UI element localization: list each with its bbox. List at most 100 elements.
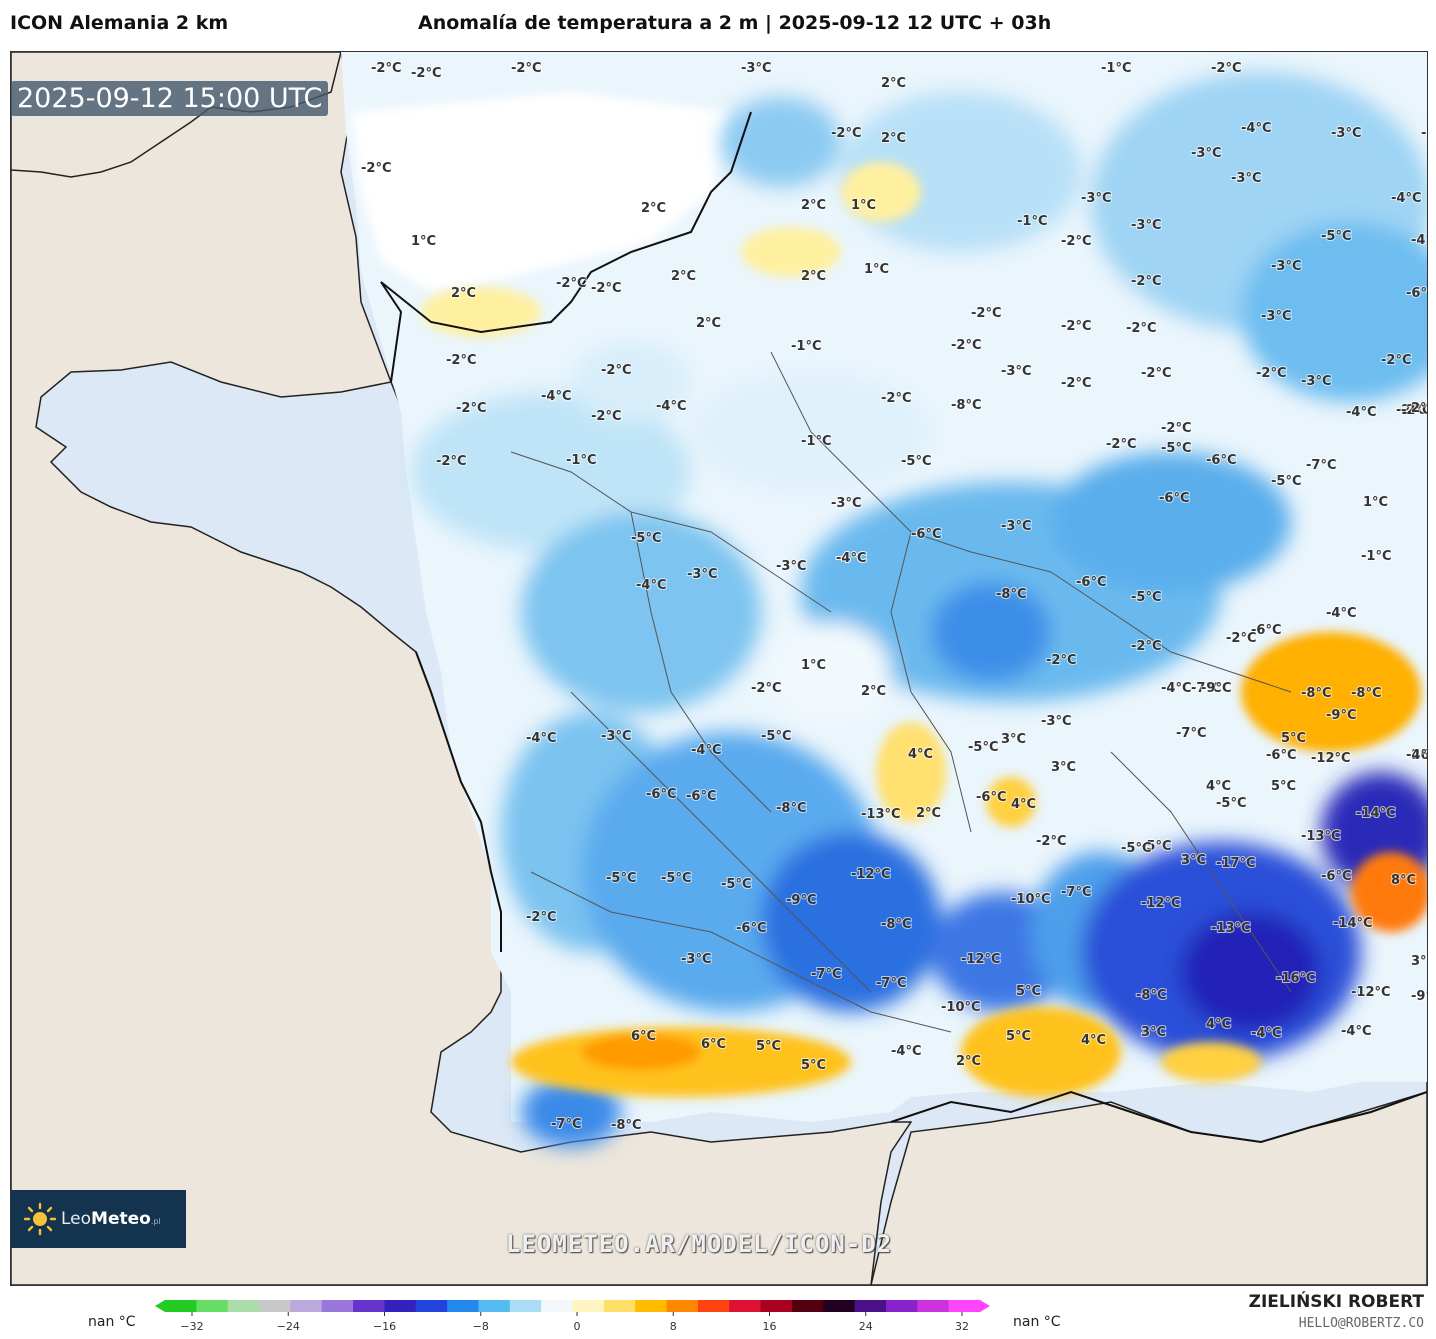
temperature-label: -5°C: [968, 740, 998, 755]
temperature-label: -12°C: [1351, 985, 1391, 1000]
legend-swatch: [290, 1300, 323, 1312]
temperature-label: -2°C: [831, 126, 861, 141]
legend-tick-label: 16: [763, 1320, 777, 1333]
temperature-label: -2°C: [1396, 403, 1426, 418]
temperature-label: -3°C: [1301, 374, 1331, 389]
temperature-label: -2°C: [601, 363, 631, 378]
temperature-label: -9°C: [1326, 708, 1356, 723]
temperature-label: -9°C: [786, 893, 816, 908]
temperature-label: 1°C: [864, 262, 889, 277]
legend-swatch: [666, 1300, 699, 1312]
temperature-label: -13°C: [1301, 829, 1341, 844]
temperature-label: -2°C: [526, 910, 556, 925]
temperature-label: 3°C: [1181, 853, 1206, 868]
temperature-label: -3°C: [776, 559, 806, 574]
temperature-label: -7°C: [551, 1117, 581, 1132]
temperature-label: -6°C: [736, 921, 766, 936]
temperature-label: 3°C: [1411, 954, 1427, 969]
temperature-label: -12°C: [1311, 751, 1351, 766]
temperature-label: -12°C: [1141, 896, 1181, 911]
temperature-label: 5°C: [1006, 1029, 1031, 1044]
legend-ticks: −32 −24 −16 −8 0 8 16 24 32: [180, 1312, 969, 1333]
temperature-label: -5°C: [901, 454, 931, 469]
temperature-label: -6°C: [1206, 453, 1236, 468]
temperature-label: -5°C: [761, 729, 791, 744]
temperature-label: -4°C: [1391, 191, 1421, 206]
temperature-label: -3°C: [1271, 259, 1301, 274]
temperature-label: 2°C: [801, 269, 826, 284]
temperature-label: -2°C: [591, 281, 621, 296]
temperature-label: -3°C: [1231, 171, 1261, 186]
temperature-label: -5°C: [1131, 590, 1161, 605]
temperature-label: -9°C: [1201, 681, 1231, 696]
legend-swatch: [823, 1300, 856, 1312]
temperature-label: -4°C: [836, 551, 866, 566]
temperature-label: -2°C: [751, 681, 781, 696]
temperature-label: -2°C: [411, 66, 441, 81]
legend-swatch: [541, 1300, 573, 1312]
temperature-label: -8°C: [881, 917, 911, 932]
temperature-label: -2°C: [361, 161, 391, 176]
temperature-label: -2°C: [1061, 319, 1091, 334]
temperature-label: -13°C: [861, 807, 901, 822]
temperature-label: 2°C: [861, 684, 886, 699]
temperature-label: -5°C: [1121, 841, 1151, 856]
temperature-label: 4°C: [1206, 1017, 1231, 1032]
legend-swatch: [885, 1300, 918, 1312]
temperature-label: -8°C: [1351, 686, 1381, 701]
legend-swatch: [854, 1300, 887, 1312]
temperature-label: -5°C: [721, 877, 751, 892]
temperature-label: -2°C: [1161, 421, 1191, 436]
temperature-label: -2°C: [511, 61, 541, 76]
temperature-label: -3°C: [1261, 309, 1291, 324]
temperature-label: -5°C: [1271, 474, 1301, 489]
temperature-label: 2°C: [916, 806, 941, 821]
temperature-label: -2°C: [951, 338, 981, 353]
temperature-label: -4°C: [691, 743, 721, 758]
temperature-label: -7°C: [1306, 458, 1336, 473]
temperature-label: 5°C: [1016, 984, 1041, 999]
temperature-label: -3°C: [687, 567, 717, 582]
model-title: ICON Alemania 2 km: [10, 12, 229, 34]
temperature-label: -3°C: [1041, 714, 1071, 729]
temperature-label: -2°C: [1036, 834, 1066, 849]
temperature-label: -5°C: [1161, 441, 1191, 456]
legend-swatch: [635, 1300, 668, 1312]
temperature-label: -3°C: [1001, 364, 1031, 379]
map-panel[interactable]: -2°C -2°C -2°C -3°C -1°C -2°C 2°C -2°C -4°C -3°C -…: [10, 51, 1428, 1286]
admin-boundaries: [510, 351, 1292, 1033]
color-legend: −32 −24 −16 −8 0 8 16 24 32: [155, 1300, 990, 1333]
temperature-label: -4°C: [1406, 748, 1427, 763]
temperature-label: -1°C: [791, 339, 821, 354]
temperature-label: -1°C: [801, 434, 831, 449]
temperature-label: -7°C: [1061, 885, 1091, 900]
temperature-label: -1°C: [1361, 549, 1391, 564]
temperature-label: -1°C: [1017, 214, 1047, 229]
temperature-label: -10°C: [941, 1000, 981, 1015]
temperature-label: -3°C: [681, 952, 711, 967]
temperature-label: -2°C: [1211, 61, 1241, 76]
temperature-label: -2°C: [1131, 274, 1161, 289]
temperature-label: -3°C: [1081, 191, 1111, 206]
temperature-label: -16°C: [1276, 971, 1316, 986]
temperature-label: -2°C: [456, 401, 486, 416]
temperature-label: -2°C: [446, 353, 476, 368]
temperature-label: -4°C: [1241, 121, 1271, 136]
coastline-south: [890, 1090, 1427, 1144]
temperature-label: -6°C: [646, 787, 676, 802]
leometeo-logo[interactable]: LeoMeteo.pl: [11, 1190, 186, 1248]
temperature-label: -3°C: [831, 496, 861, 511]
temperature-label: 5°C: [1271, 779, 1296, 794]
temperature-label: -7°C: [876, 976, 906, 991]
legend-tick-label: 8: [670, 1320, 677, 1333]
coastline-west: [415, 651, 502, 952]
temperature-label: -14°C: [1333, 916, 1373, 931]
temperature-label: 1°C: [851, 198, 876, 213]
temperature-label: 6°C: [701, 1037, 726, 1052]
legend-colorbar: [155, 1300, 990, 1312]
temperature-label: -7°C: [1191, 681, 1221, 696]
temperature-label: 2°C: [641, 201, 666, 216]
temperature-label: -4°C: [656, 399, 686, 414]
temperature-label: -4°C: [1341, 1024, 1371, 1039]
legend-arrow-right: [980, 1300, 990, 1312]
